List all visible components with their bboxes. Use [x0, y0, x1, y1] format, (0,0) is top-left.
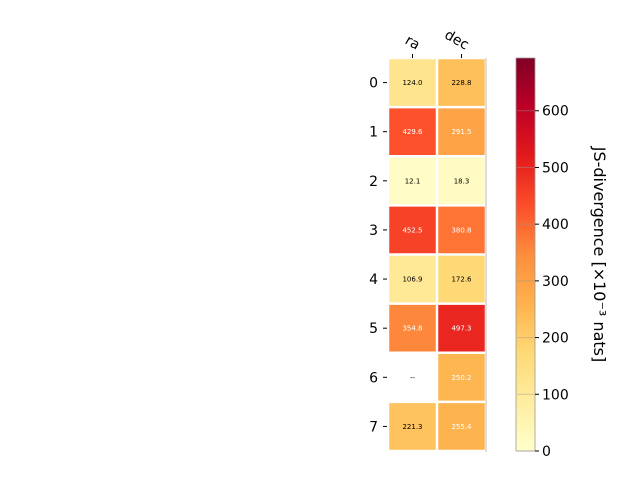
colorbar-tick-label: 500 — [542, 160, 569, 176]
row-label-2: 2 — [369, 174, 378, 190]
heatmap-cell-0-ra — [389, 59, 436, 106]
cell-label-5-dec: 497.3 — [451, 325, 471, 333]
heatmap-cell-2-ra — [389, 157, 436, 205]
colorbar: 0 100 200 300 400 500 600 JS-divergence [×10⁻³ … — [515, 57, 609, 460]
colorbar-tick-label: 600 — [542, 104, 569, 120]
cell-label-4-ra: 106.9 — [402, 276, 422, 284]
heatmap-cell-1-dec — [438, 108, 485, 155]
cell-label-0-dec: 228.8 — [451, 79, 471, 87]
row-label-4: 4 — [369, 272, 378, 288]
row-label-3: 3 — [369, 223, 378, 239]
colorbar-label: JS-divergence [×10⁻³ nats] — [590, 146, 609, 362]
heatmap-cell-2-dec — [438, 157, 485, 205]
cell-label-7-ra: 221.3 — [402, 423, 422, 431]
colorbar-tick-label: 0 — [542, 444, 551, 460]
row-label-5: 5 — [369, 321, 378, 337]
heatmap-cell-7-ra — [389, 403, 436, 450]
heatmap-cell-5-dec — [438, 304, 485, 352]
cell-label-3-dec: 380.8 — [451, 226, 471, 234]
heatmap-cell-5-ra — [389, 304, 436, 352]
cell-label-2-dec: 18.3 — [454, 177, 470, 185]
colorbar-tick-label: 100 — [542, 387, 569, 403]
column-label-ra: ra — [402, 32, 422, 53]
heatmap-cell-3-ra — [389, 206, 436, 254]
row-label-7: 7 — [369, 419, 378, 435]
cell-label-1-ra: 429.6 — [402, 128, 423, 136]
colorbar-tick-label: 300 — [542, 274, 569, 290]
heatmap-cell-1-ra — [389, 108, 436, 155]
colorbar-tick-label: 400 — [542, 217, 569, 233]
heatmap-cell-6-dec — [438, 354, 485, 401]
row-label-0: 0 — [369, 76, 378, 92]
cell-label-2-ra: 12.1 — [405, 177, 421, 185]
colorbar-tick-label: 200 — [542, 331, 569, 347]
cell-label-1-dec: 291.5 — [451, 128, 471, 136]
heatmap-grid: 124.0 228.8 429.6 291.5 12.1 18.3 452.5 380.8 10… — [387, 58, 487, 452]
cell-label-7-dec: 255.4 — [451, 423, 472, 431]
column-labels: ra dec — [402, 27, 472, 58]
cell-label-6-ra: -- — [410, 374, 416, 382]
cell-label-6-dec: 250.2 — [451, 374, 471, 382]
row-label-6: 6 — [369, 370, 378, 386]
heatmap-cell-4-dec — [438, 255, 485, 303]
cell-label-5-ra: 354.8 — [402, 325, 422, 333]
column-label-dec: dec — [442, 27, 472, 53]
cell-label-4-dec: 172.6 — [451, 276, 472, 284]
colorbar-bar — [515, 57, 536, 452]
cell-label-3-ra: 452.5 — [402, 226, 422, 234]
heatmap-cell-0-dec — [438, 59, 485, 106]
heatmap-cell-3-dec — [438, 206, 485, 254]
row-label-1: 1 — [369, 125, 378, 141]
cell-label-0-ra: 124.0 — [402, 79, 422, 87]
row-labels: 0 1 2 3 4 5 6 7 — [369, 76, 387, 435]
heatmap-cell-4-ra — [389, 255, 436, 303]
heatmap-cell-7-dec — [438, 403, 485, 450]
